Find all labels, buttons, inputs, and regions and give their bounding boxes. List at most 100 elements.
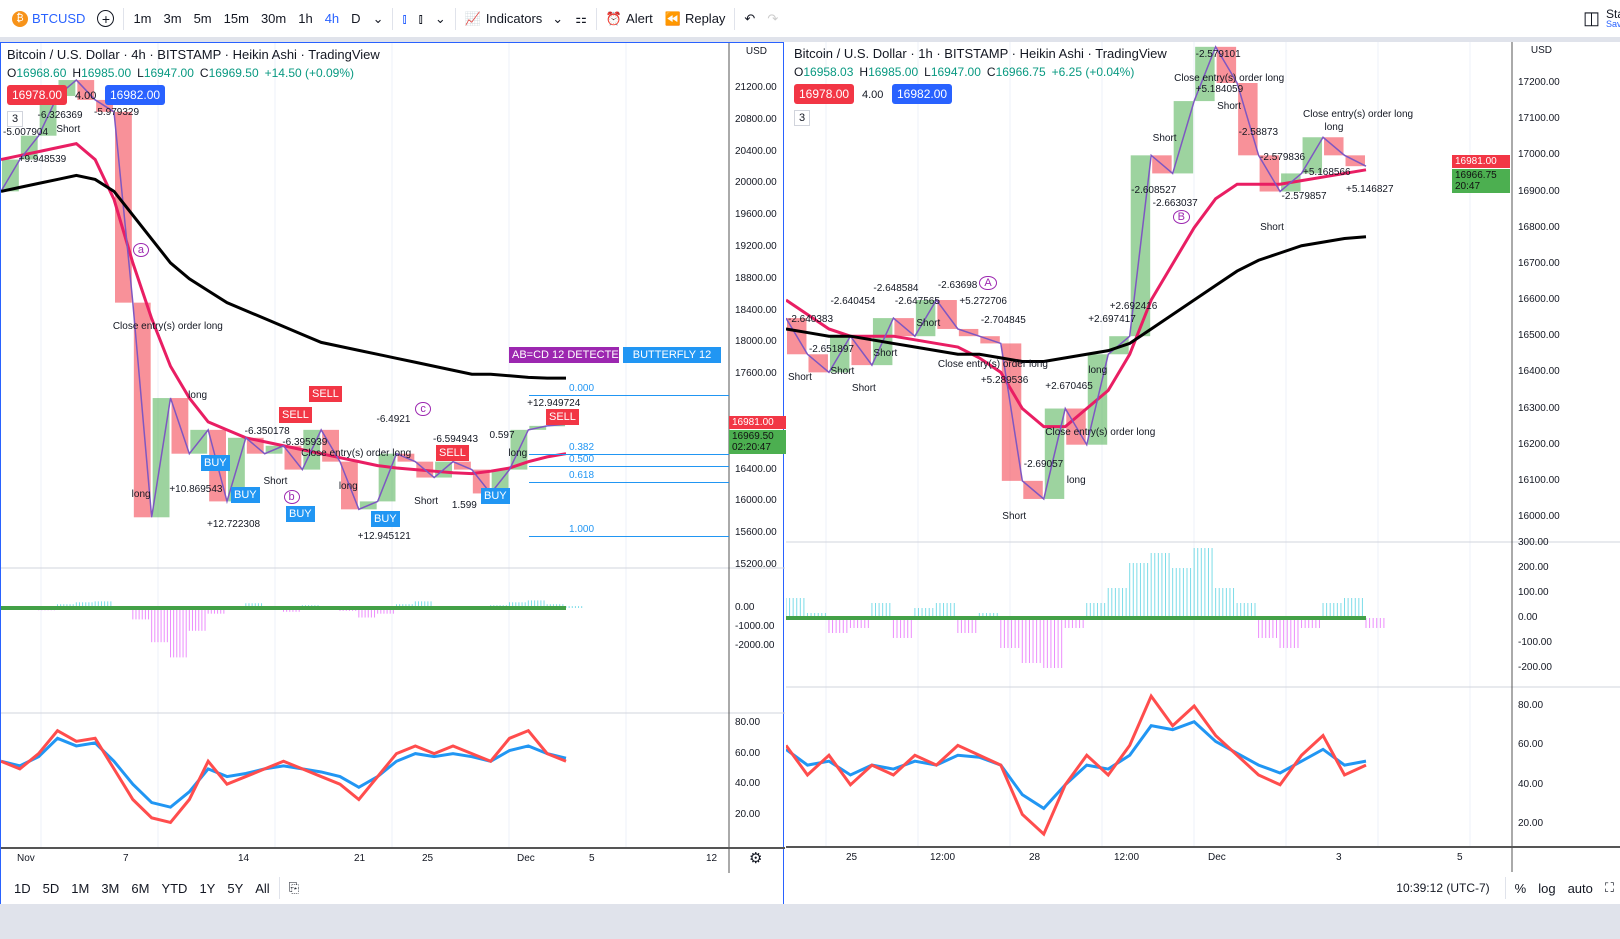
close-price: 16966.75 — [1455, 170, 1497, 182]
ohlc-label: C — [986, 65, 996, 79]
right-chart-pane[interactable]: Bitcoin / U.S. Dollar · 1h · BITSTAMP · … — [786, 42, 1620, 912]
interval-30m[interactable]: 30m — [260, 11, 287, 26]
replay-button[interactable]: ⏪ Replay — [664, 10, 726, 27]
range-6M[interactable]: 6M — [131, 880, 150, 896]
log-toggle[interactable]: log — [1538, 880, 1556, 896]
trade-annotation: Close entry(s) order long — [1045, 426, 1156, 438]
ohlc-label: L — [137, 66, 144, 80]
chart-type-dropdown[interactable]: ⌄ — [434, 10, 446, 26]
trade-annotation: +9.948539 — [18, 153, 67, 165]
goto-date-icon[interactable]: ⎘ — [288, 880, 300, 895]
rsi-axis-label: 60.00 — [735, 747, 761, 759]
interval-1h[interactable]: 1h — [298, 11, 313, 26]
symbol-button[interactable]: ₿ BTCUSD — [6, 0, 91, 38]
chart-canvas[interactable] — [786, 42, 1620, 912]
range-All[interactable]: All — [255, 880, 270, 896]
ma-black-line — [786, 235, 1367, 364]
trade-annotation: long — [188, 389, 208, 401]
interval-3m[interactable]: 3m — [163, 11, 182, 26]
ohlc-value-h: 16985.00 — [868, 65, 919, 79]
compare-add-button[interactable]: + — [91, 0, 120, 38]
ohlc-value-o: 16968.60 — [16, 66, 67, 80]
sell-button[interactable]: 16978.00 — [7, 85, 68, 105]
trade-annotation: +5.146827 — [1346, 184, 1394, 196]
time-axis-label: 5 — [589, 853, 595, 864]
ohlc-label: H — [859, 65, 869, 79]
price-axis-label: 20800.00 — [735, 113, 777, 125]
interval-15m[interactable]: 15m — [223, 11, 249, 26]
rsi-red-line — [1, 728, 567, 825]
replay-icon: ⏪ — [664, 10, 681, 26]
range-1M[interactable]: 1M — [71, 880, 90, 896]
left-chart-pane[interactable]: Bitcoin / U.S. Dollar · 4h · BITSTAMP · … — [0, 42, 787, 913]
layout-icon[interactable]: ◫ — [1582, 8, 1600, 28]
trade-annotation: -2.579101 — [1195, 48, 1241, 60]
alert-button[interactable]: ⏰ Alert — [605, 10, 653, 27]
interval-D[interactable]: D — [351, 11, 361, 26]
time-axis-label: 14 — [238, 853, 250, 864]
interval-5m[interactable]: 5m — [193, 11, 212, 26]
range-3M[interactable]: 3M — [101, 880, 120, 896]
range-5Y[interactable]: 5Y — [227, 880, 244, 896]
trade-annotation: Short — [851, 383, 876, 395]
range-1D[interactable]: 1D — [14, 880, 31, 896]
time-axis-label: 12:00 — [930, 852, 956, 863]
buy-button[interactable]: 16982.00 — [105, 85, 166, 105]
currency-dropdown[interactable]: USD — [1530, 45, 1552, 56]
layers-toggle[interactable]: 3 — [794, 110, 811, 126]
fib-level-label: 0.500 — [569, 454, 595, 465]
signal-buy: BUY — [201, 455, 230, 471]
templates-icon[interactable]: ⚏ — [575, 10, 587, 26]
trade-annotation: +2.697417 — [1088, 314, 1136, 326]
fib-level-label: 0.618 — [569, 470, 595, 481]
right-ohlc: O16958.03 H16985.00 L16947.00 C16966.75 +6.2… — [794, 65, 1134, 79]
auto-toggle[interactable]: auto — [1567, 880, 1593, 896]
percent-toggle[interactable]: % — [1514, 880, 1527, 896]
indicators-button[interactable]: 📈 Indicators ⌄ — [464, 10, 564, 27]
price-axis-label: 19600.00 — [735, 209, 777, 221]
price-axis-label: 16500.00 — [1518, 330, 1560, 342]
save-label[interactable]: Sta — [1606, 8, 1620, 21]
trade-annotation: -5.979329 — [94, 106, 140, 118]
range-1Y[interactable]: 1Y — [199, 880, 216, 896]
chart-type-icon[interactable]: ⫾ — [418, 10, 423, 26]
pattern-point: b — [283, 489, 300, 504]
osc-axis-label: 200.00 — [1518, 562, 1549, 573]
fib-level-label: 0.382 — [569, 442, 595, 453]
close-price: 16969.50 — [732, 431, 774, 443]
signal-sell: SELL — [546, 409, 579, 425]
undo-icon[interactable]: ↶ — [744, 10, 756, 26]
trade-annotation: -6.4921 — [376, 413, 411, 425]
redo-icon[interactable]: ↷ — [767, 10, 779, 26]
trade-annotation: -2.663037 — [1152, 198, 1198, 210]
ohlc-label: H — [72, 66, 82, 80]
osc-axis-label: -100.00 — [1518, 637, 1552, 648]
alarm-icon: ⏰ — [605, 10, 623, 26]
signal-sell: SELL — [436, 445, 469, 461]
trade-annotation: Close entry(s) order long — [1174, 73, 1285, 85]
interval-4h[interactable]: 4h — [324, 11, 340, 26]
osc-axis-label: 300.00 — [1518, 537, 1549, 548]
indicators-icon: 📈 — [464, 10, 481, 26]
fullscreen-icon[interactable]: ⛶ — [1604, 880, 1614, 895]
layers-toggle[interactable]: 3 — [7, 111, 24, 127]
range-YTD[interactable]: YTD — [161, 880, 188, 896]
trade-annotation: Short — [788, 372, 812, 384]
candles-icon[interactable]: ⫾ — [402, 10, 407, 26]
sell-button[interactable]: 16978.00 — [794, 84, 855, 104]
ma-red-line — [1, 142, 567, 476]
currency-dropdown[interactable]: USD — [745, 46, 767, 57]
chart-canvas[interactable] — [1, 43, 785, 913]
time-axis-label: 28 — [1029, 852, 1041, 863]
fib-level-line — [529, 395, 729, 396]
buy-button[interactable]: 16982.00 — [892, 84, 953, 104]
osc-axis-label: 0.00 — [735, 602, 755, 613]
trade-annotation: Short — [830, 366, 855, 378]
pattern-point: B — [1172, 210, 1190, 225]
left-ohlc: O16968.60 H16985.00 L16947.00 C16969.50 +14.… — [7, 66, 354, 80]
interval-dropdown[interactable]: ⌄ — [372, 10, 384, 26]
range-5D[interactable]: 5D — [42, 880, 60, 896]
trade-annotation: -2.651897 — [808, 344, 854, 356]
interval-1m[interactable]: 1m — [133, 11, 152, 26]
settings-gear-icon[interactable]: ⚙ — [749, 850, 763, 867]
